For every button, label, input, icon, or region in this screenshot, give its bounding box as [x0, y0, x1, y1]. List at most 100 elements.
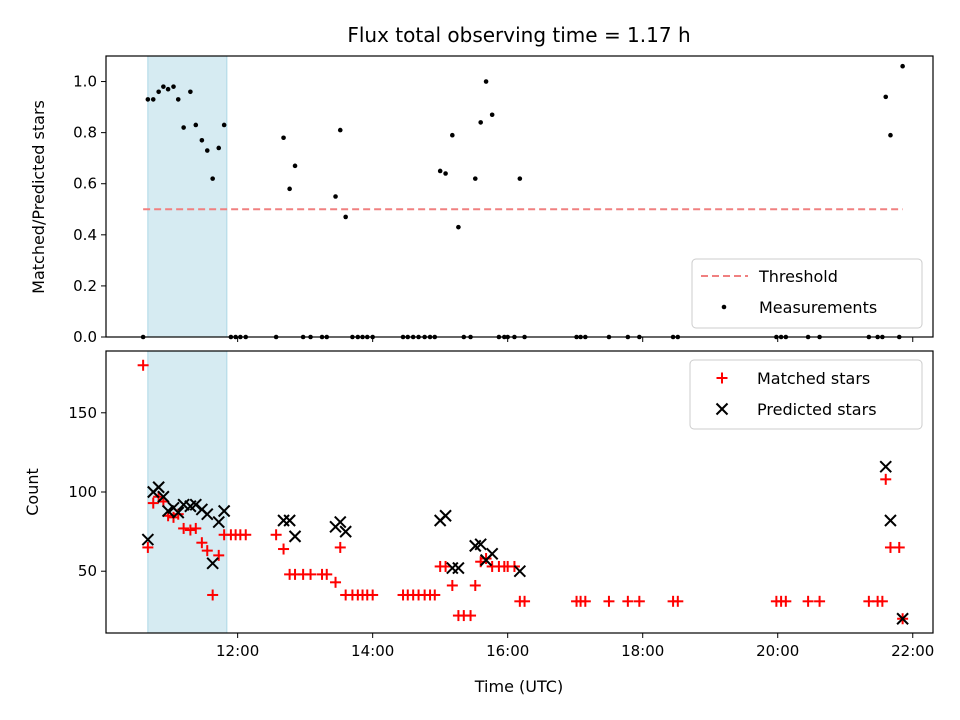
counts-legend: Matched stars Predicted stars	[689, 359, 923, 430]
measurement-point	[161, 84, 166, 89]
matched-point	[876, 595, 888, 607]
matched-point	[321, 568, 333, 580]
matched-point	[270, 529, 282, 541]
matched-point	[893, 541, 905, 553]
legend-predicted-swatch	[715, 402, 729, 416]
x-axis-label: Time (UTC)	[474, 677, 563, 696]
y-tick-label: 1.0	[73, 73, 97, 91]
chart-title: Flux total observing time = 1.17 h	[347, 23, 690, 47]
matched-point	[780, 595, 792, 607]
x-tick-label: 22:00	[891, 642, 934, 660]
measurement-point	[483, 79, 489, 84]
predicted-point	[172, 506, 185, 519]
x-tick-label: 12:00	[216, 642, 259, 660]
predicted-point	[206, 557, 219, 570]
measurement-point	[175, 97, 181, 102]
x-tick-label: 16:00	[486, 642, 529, 660]
legend-measurements-swatch	[721, 304, 727, 310]
x-tick-label: 20:00	[756, 642, 799, 660]
measurement-point	[216, 145, 222, 151]
matched-point	[802, 595, 814, 607]
predicted-point	[217, 504, 231, 518]
matched-point	[579, 595, 591, 607]
legend-matched-swatch	[716, 372, 728, 384]
matched-point	[142, 541, 154, 553]
ratio-legend-box	[691, 258, 923, 329]
y-tick-label: 0.6	[73, 175, 97, 193]
measurement-point	[210, 176, 215, 181]
matched-point	[622, 595, 634, 607]
predicted-point	[452, 561, 465, 575]
legend-matched-label: Matched stars	[757, 369, 870, 388]
predicted-point	[283, 514, 296, 527]
measurement-point	[281, 135, 286, 141]
x-tick-label: 18:00	[621, 642, 664, 660]
predicted-point	[884, 514, 897, 527]
measurement-point	[888, 132, 893, 138]
ratio-ylabel: Matched/Predicted stars	[29, 100, 48, 294]
measurement-point	[193, 122, 199, 128]
y-tick-label: 150	[68, 404, 97, 422]
ratio-panel: 0.0 0.2 0.4 0.6 0.8 1.0 Matched/Predicted sta…	[29, 55, 934, 346]
y-tick-label: 0.4	[73, 226, 97, 244]
matched-point	[207, 589, 219, 601]
matched-point	[178, 522, 190, 534]
y-tick-label: 0.2	[73, 277, 97, 295]
measurement-point	[171, 84, 176, 89]
predicted-point	[896, 612, 909, 625]
matched-point	[190, 522, 202, 534]
measurement-point	[292, 163, 298, 169]
predicted-point	[474, 538, 487, 551]
measurement-point	[443, 171, 448, 176]
measurement-point	[437, 168, 443, 174]
predicted-stars-series	[141, 460, 909, 625]
measurement-point	[204, 148, 210, 153]
predicted-point	[339, 525, 352, 538]
matched-point	[672, 595, 684, 607]
y-tick-label: 0.0	[73, 328, 97, 346]
ratio-panel-band	[147, 55, 228, 338]
measurement-point	[343, 214, 348, 220]
counts-panel-band	[147, 350, 228, 634]
measurement-point	[199, 138, 205, 143]
x-tick-label: 14:00	[351, 642, 394, 660]
legend-predicted-label: Predicted stars	[757, 400, 877, 419]
matched-point	[469, 579, 481, 591]
matched-point	[330, 576, 342, 588]
matched-point	[633, 595, 645, 607]
measurement-point	[181, 125, 186, 130]
legend-measurements-label: Measurements	[759, 298, 877, 317]
predicted-point	[277, 514, 290, 527]
matched-point	[213, 549, 225, 561]
matched-point	[137, 359, 149, 371]
predicted-point	[334, 515, 347, 529]
predicted-point	[152, 481, 165, 494]
matched-point	[367, 589, 379, 601]
measurement-point	[221, 122, 227, 128]
matched-point	[603, 595, 615, 607]
matched-point	[240, 529, 252, 541]
measurement-point	[517, 176, 523, 181]
matched-point	[278, 543, 290, 555]
matched-point	[184, 524, 196, 536]
predicted-point	[141, 533, 155, 546]
matched-point	[880, 473, 892, 485]
matched-point	[201, 545, 213, 557]
predicted-point	[157, 490, 170, 503]
measurement-point	[165, 86, 171, 92]
counts-legend-box	[689, 359, 923, 430]
matched-point	[814, 595, 826, 607]
measurement-point	[150, 97, 156, 102]
counts-ylabel: Count	[23, 468, 42, 516]
matched-point	[147, 497, 159, 509]
measurement-point	[883, 94, 889, 100]
measurement-point	[478, 120, 483, 125]
predicted-point	[879, 460, 892, 473]
matched-point	[440, 560, 452, 572]
y-tick-label: 0.8	[73, 124, 97, 142]
ratio-panel-frame	[105, 55, 934, 338]
measurement-point	[456, 224, 461, 230]
predicted-point	[288, 530, 302, 543]
